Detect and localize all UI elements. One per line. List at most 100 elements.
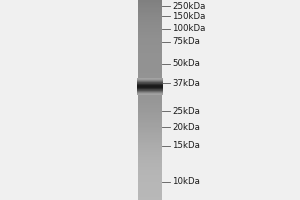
Bar [138,103,162,105]
Bar [138,178,162,180]
Bar [138,125,162,127]
Bar [137,78,163,79]
Bar [138,161,162,163]
Bar [137,94,163,95]
Bar [138,106,162,108]
Bar [138,50,162,52]
Bar [138,123,162,125]
Bar [138,108,162,110]
Bar [137,79,163,80]
Bar [138,68,162,70]
Bar [137,92,163,93]
Bar [138,30,162,32]
Text: 100kDa: 100kDa [172,24,205,33]
Bar [138,23,162,25]
Bar [137,88,163,89]
Bar [138,113,162,115]
Bar [138,66,162,68]
Bar [138,3,162,5]
Bar [138,6,162,8]
Bar [138,136,162,138]
Bar [137,89,163,90]
Bar [138,146,162,148]
Bar [138,75,162,77]
Bar [138,111,162,113]
Bar [138,13,162,15]
Bar [138,41,162,43]
Bar [138,86,162,88]
Bar [138,76,162,78]
Bar [138,150,162,152]
Bar [137,91,163,92]
Bar [138,46,162,48]
Bar [138,170,162,172]
Bar [138,128,162,130]
Bar [138,85,162,87]
Bar [138,16,162,18]
Bar [138,28,162,30]
Bar [138,171,162,173]
Bar [138,148,162,150]
Bar [138,198,162,200]
Bar [138,185,162,187]
Bar [138,181,162,183]
Bar [138,63,162,65]
Bar [138,33,162,35]
Text: 37kDa: 37kDa [172,78,200,88]
Bar [137,90,163,91]
Bar [138,55,162,57]
Bar [138,43,162,45]
Bar [138,168,162,170]
Bar [138,5,162,7]
Bar [138,78,162,80]
Bar [138,56,162,58]
Bar [138,15,162,17]
Bar [137,83,163,84]
Bar [138,58,162,60]
Bar [138,73,162,75]
Bar [138,163,162,165]
Bar [137,83,163,84]
Bar [138,60,162,62]
Text: 250kDa: 250kDa [172,2,205,11]
Bar [138,1,162,3]
Text: 150kDa: 150kDa [172,12,205,21]
Bar [138,10,162,12]
Bar [138,188,162,190]
Bar [138,101,162,103]
Bar [138,83,162,85]
Bar [138,131,162,133]
Bar [138,160,162,162]
Bar [138,35,162,37]
Bar [138,183,162,185]
Bar [138,88,162,90]
Bar [138,0,162,2]
Bar [138,133,162,135]
Bar [138,40,162,42]
Text: 10kDa: 10kDa [172,178,200,186]
Bar [138,138,162,140]
Bar [138,165,162,167]
Text: 50kDa: 50kDa [172,59,200,68]
Bar [137,79,163,80]
Bar [138,71,162,73]
Bar [138,118,162,120]
Bar [138,26,162,28]
Bar [138,61,162,63]
Bar [138,11,162,13]
Text: 75kDa: 75kDa [172,38,200,46]
Bar [138,18,162,20]
Bar [138,53,162,55]
Bar [138,116,162,118]
Bar [137,82,163,83]
Bar [137,87,163,88]
Bar [138,121,162,123]
Bar [138,105,162,107]
Bar [138,155,162,157]
Bar [138,166,162,168]
Text: 20kDa: 20kDa [172,123,200,132]
Bar [138,90,162,92]
Bar [138,31,162,33]
Bar [138,191,162,193]
Bar [138,173,162,175]
